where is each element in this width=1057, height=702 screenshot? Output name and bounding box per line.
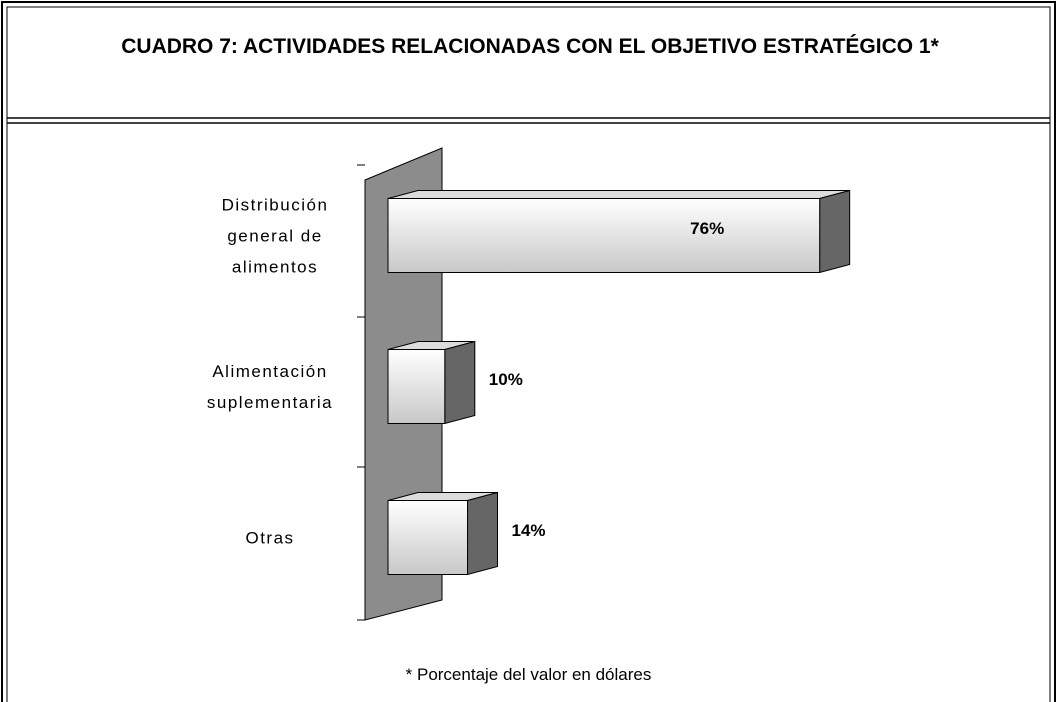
category-label: Distribución general de alimentos [221,195,329,276]
bar-side [444,340,476,425]
bar-side [467,491,499,576]
bar-front [387,500,469,575]
title: CUADRO 7: ACTIVIDADES RELACIONADAS CON E… [121,35,939,58]
axis-ticks [357,164,365,621]
value-label: 76% [690,219,724,238]
bar [387,340,476,425]
bar [387,491,499,576]
value-label: 14% [512,521,546,540]
category-label: Alimentación suplementaria [206,361,334,412]
bar-front [387,198,821,273]
bar-front [387,349,446,424]
bar [387,189,851,274]
value-label: 10% [489,370,523,389]
bar-top [387,190,850,199]
category-label: Otras [245,528,295,547]
bar-side [819,189,851,274]
footnote: * Porcentaje del valor en dólares [405,665,652,684]
